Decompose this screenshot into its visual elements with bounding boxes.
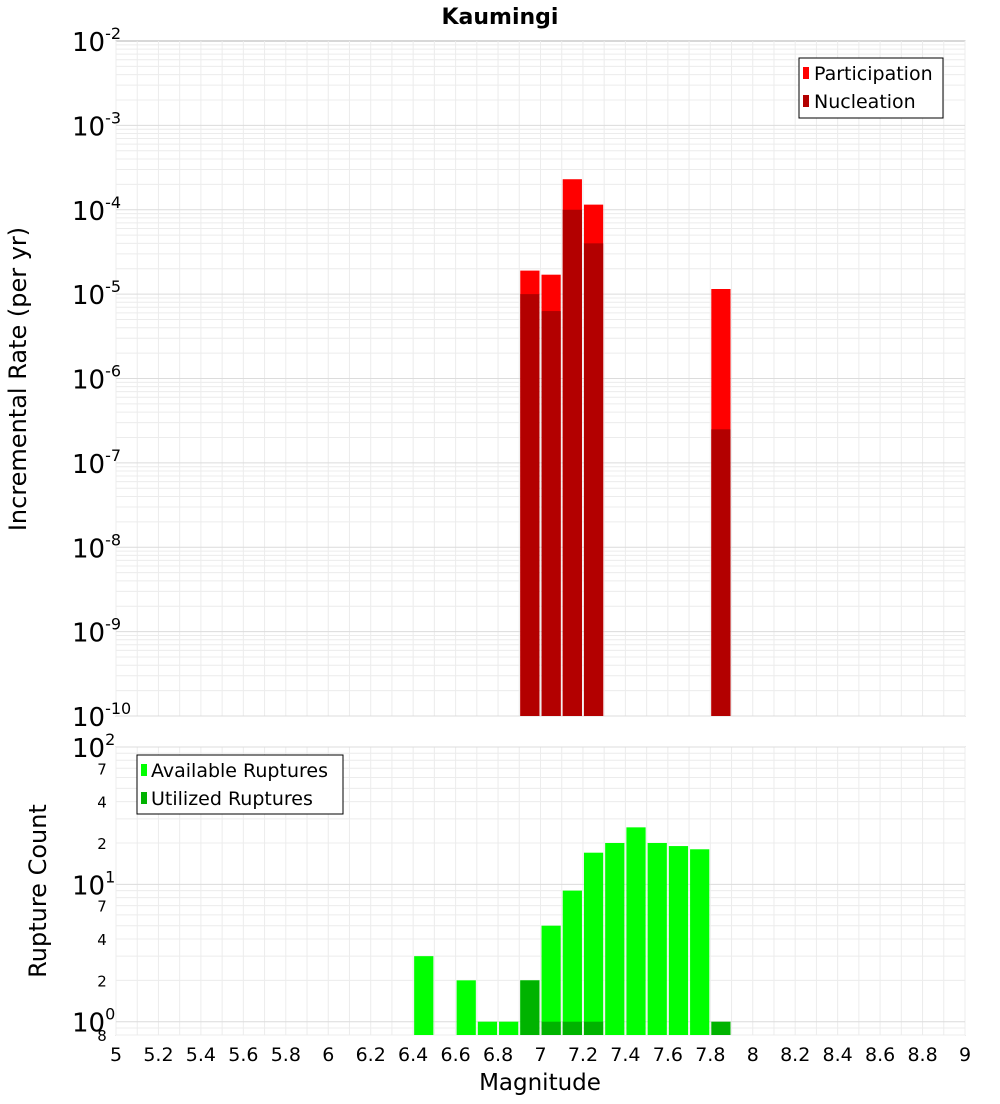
nucleation-bar-2 bbox=[562, 209, 582, 716]
x-tick-label: 5.4 bbox=[186, 1044, 216, 1066]
available-bar-7 bbox=[583, 852, 604, 1035]
x-tick-label: 8.6 bbox=[865, 1044, 895, 1066]
top-grid bbox=[115, 41, 966, 717]
utilized-bar-3 bbox=[583, 1021, 604, 1035]
x-tick-label: 8 bbox=[747, 1044, 759, 1066]
x-tick-label: 5.2 bbox=[143, 1044, 173, 1066]
chart-title: Kaumingi bbox=[442, 5, 559, 30]
available-bar-0 bbox=[414, 956, 434, 1035]
bottom-y-minor-tick-label: 2 bbox=[97, 835, 107, 853]
top-legend: Participation Nucleation bbox=[798, 57, 944, 119]
x-tick-label: 8.4 bbox=[823, 1044, 853, 1066]
top-y-tick-label: 10-10 bbox=[72, 699, 131, 733]
utilized-bar-2 bbox=[562, 1021, 582, 1035]
top-y-tick-label: 10-6 bbox=[72, 362, 121, 396]
available-bar-10 bbox=[647, 843, 667, 1035]
x-tick-label: 6.4 bbox=[398, 1044, 428, 1066]
bottom-legend-box bbox=[136, 754, 344, 815]
top-y-axis-label: Incremental Rate (per yr) bbox=[4, 227, 32, 531]
legend-available-swatch bbox=[141, 764, 147, 776]
x-tick-label: 6.6 bbox=[440, 1044, 470, 1066]
legend-utilized-swatch bbox=[141, 792, 147, 804]
x-ticks: 5 5.2 5.4 5.6 5.8 6 6.2 6.4 6.6 6.8 7 7.2 7.4 7.6 7.8 8… bbox=[110, 1044, 971, 1066]
x-tick-label: 5.8 bbox=[271, 1044, 301, 1066]
available-bar-11 bbox=[668, 846, 689, 1035]
x-tick-label: 7.6 bbox=[653, 1044, 683, 1066]
bottom-y-ticks: 100 101 102 8 2 4 7 2 4 7 bbox=[72, 730, 115, 1045]
x-tick-label: 7.4 bbox=[610, 1044, 640, 1066]
bottom-y-minor-tick-label: 7 bbox=[97, 898, 107, 916]
legend-nucleation-swatch bbox=[803, 95, 809, 107]
nucleation-bar-0 bbox=[520, 294, 540, 716]
bottom-y-minor-tick-label: 7 bbox=[97, 760, 107, 778]
utilized-bar-0 bbox=[520, 980, 540, 1035]
bottom-legend: Available Ruptures Utilized Ruptures bbox=[136, 754, 344, 815]
utilized-bar-1 bbox=[541, 1021, 561, 1035]
x-tick-label: 9 bbox=[959, 1044, 971, 1066]
available-bar-8 bbox=[605, 843, 625, 1035]
x-axis-label: Magnitude bbox=[479, 1070, 601, 1096]
legend-available-label: Available Ruptures bbox=[151, 760, 328, 782]
x-tick-label: 7.2 bbox=[568, 1044, 598, 1066]
top-bars bbox=[520, 179, 731, 717]
nucleation-bar-3 bbox=[583, 243, 604, 717]
available-bar-9 bbox=[626, 827, 646, 1035]
available-bar-6 bbox=[562, 890, 582, 1035]
bottom-bars bbox=[414, 827, 731, 1035]
available-bar-1 bbox=[456, 980, 476, 1035]
x-tick-label: 7 bbox=[534, 1044, 546, 1066]
top-y-tick-label: 10-3 bbox=[72, 108, 121, 142]
x-tick-label: 6.8 bbox=[483, 1044, 513, 1066]
x-tick-label: 7.8 bbox=[695, 1044, 725, 1066]
x-tick-label: 8.2 bbox=[780, 1044, 810, 1066]
available-bar-12 bbox=[690, 849, 710, 1035]
top-plot: 10-10 10-9 10-8 10-7 10-6 10-5 10-4 10-3 10-2 In… bbox=[4, 24, 966, 733]
x-tick-label: 5 bbox=[110, 1044, 122, 1066]
top-y-tick-label: 10-5 bbox=[72, 277, 121, 311]
x-tick-label: 5.6 bbox=[228, 1044, 258, 1066]
utilized-bar-4 bbox=[711, 1021, 731, 1035]
top-y-tick-label: 10-9 bbox=[72, 615, 121, 649]
nucleation-bar-4 bbox=[711, 429, 731, 716]
available-bar-3 bbox=[499, 1021, 519, 1035]
bottom-y-minor-tick-label: 4 bbox=[97, 931, 107, 949]
bottom-y-minor-tick-label: 8 bbox=[97, 1027, 107, 1045]
bottom-plot: 100 101 102 8 2 4 7 2 4 7 5 5.2 5.4 5.6 5.8 6 6.2 6.4 6.6… bbox=[24, 730, 971, 1096]
legend-participation-swatch bbox=[803, 67, 809, 79]
legend-utilized-label: Utilized Ruptures bbox=[151, 788, 313, 810]
top-legend-box bbox=[798, 57, 944, 119]
bottom-y-tick-label: 100 bbox=[72, 1005, 115, 1039]
bottom-y-tick-label: 102 bbox=[72, 730, 115, 764]
bottom-y-axis-label: Rupture Count bbox=[24, 804, 52, 978]
available-bar-2 bbox=[477, 1021, 498, 1035]
top-y-tick-label: 10-7 bbox=[72, 446, 121, 480]
top-y-ticks: 10-10 10-9 10-8 10-7 10-6 10-5 10-4 10-3 10-2 bbox=[72, 24, 131, 733]
bottom-y-tick-label: 101 bbox=[72, 867, 115, 901]
legend-participation-label: Participation bbox=[814, 63, 933, 85]
legend-nucleation-label: Nucleation bbox=[814, 91, 916, 113]
bottom-grid bbox=[115, 746, 966, 1036]
available-bar-5 bbox=[541, 925, 561, 1035]
nucleation-bar-1 bbox=[541, 311, 561, 716]
top-y-tick-label: 10-4 bbox=[72, 193, 121, 227]
x-tick-label: 6.2 bbox=[356, 1044, 386, 1066]
top-y-tick-label: 10-8 bbox=[72, 530, 121, 564]
x-tick-label: 6 bbox=[322, 1044, 334, 1066]
bottom-y-minor-tick-label: 2 bbox=[97, 972, 107, 990]
x-tick-label: 8.8 bbox=[907, 1044, 937, 1066]
bottom-y-minor-tick-label: 4 bbox=[97, 794, 107, 812]
top-y-tick-label: 10-2 bbox=[72, 24, 121, 58]
